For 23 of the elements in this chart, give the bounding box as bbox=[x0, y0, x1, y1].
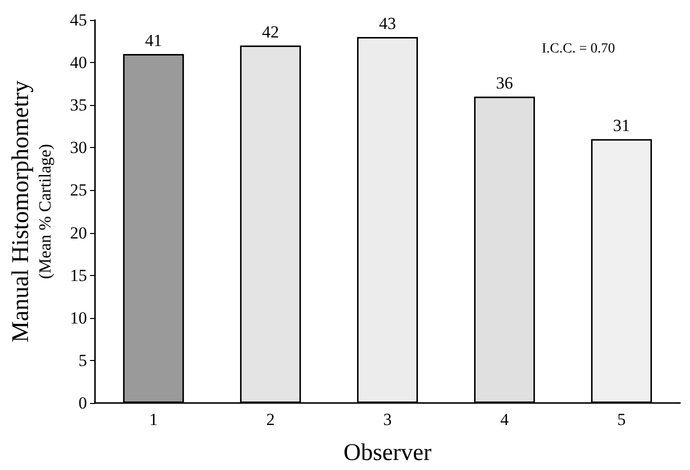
x-tick-label: 5 bbox=[617, 410, 626, 429]
y-tick-label: 5 bbox=[78, 350, 87, 370]
x-tick-label: 4 bbox=[500, 410, 510, 429]
y-tick-label: 25 bbox=[70, 180, 87, 200]
x-tick-label: 2 bbox=[266, 410, 275, 429]
y-tick-label: 0 bbox=[78, 394, 87, 412]
data-label: 41 bbox=[145, 31, 162, 50]
x-tick-label: 3 bbox=[383, 410, 392, 429]
data-label: 31 bbox=[613, 116, 630, 136]
y-tick-label: 45 bbox=[70, 10, 87, 30]
y-axis-title: Manual Histomorphometry (Mean % Cartilage) bbox=[8, 80, 54, 342]
data-label: 43 bbox=[379, 14, 396, 34]
y-tick-label: 15 bbox=[70, 266, 87, 285]
data-label: 42 bbox=[262, 22, 279, 42]
data-label: 36 bbox=[496, 74, 513, 93]
y-tick-label: 10 bbox=[70, 308, 87, 328]
y-tick-label: 30 bbox=[70, 138, 87, 158]
y-tick-label: 40 bbox=[70, 53, 87, 72]
x-tick-label: 1 bbox=[149, 410, 158, 429]
y-tick-label: 35 bbox=[70, 96, 87, 115]
annotation: I.C.C. = 0.70 bbox=[542, 42, 615, 56]
y-tick-label: 20 bbox=[70, 223, 87, 242]
x-axis-title: Observer bbox=[344, 440, 432, 466]
